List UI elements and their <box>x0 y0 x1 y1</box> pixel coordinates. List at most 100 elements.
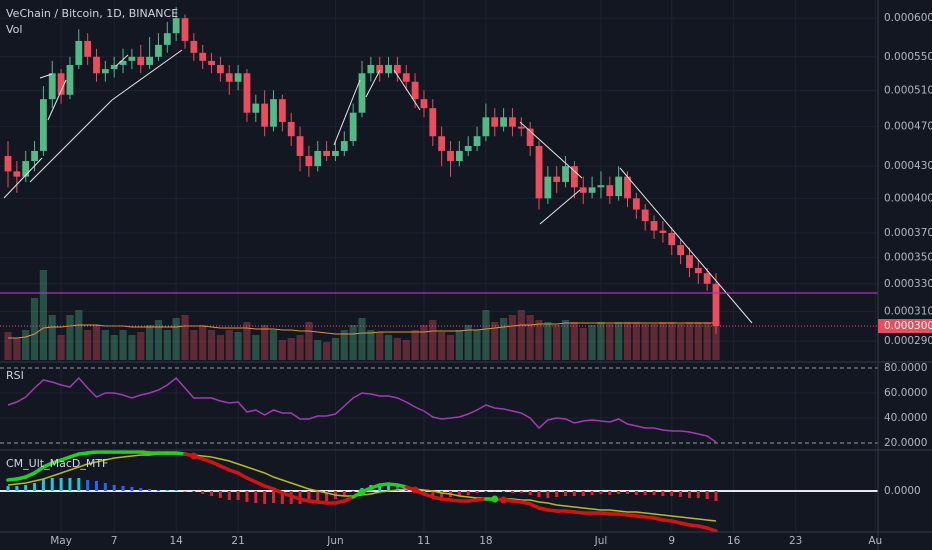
volume-bar <box>119 330 127 360</box>
candle-body <box>128 56 136 61</box>
candle-body <box>332 150 339 156</box>
volume-bar <box>287 338 295 360</box>
histogram-bar <box>395 486 399 491</box>
volume-bar <box>411 330 419 360</box>
candle-body <box>225 73 233 82</box>
volume-bar <box>199 325 207 360</box>
y-tick-label: 0.00029000 <box>884 335 932 347</box>
candle-body <box>84 40 92 57</box>
candle-body <box>632 198 640 210</box>
histogram-bar <box>121 486 125 491</box>
candle-body <box>703 273 711 284</box>
y-tick-label: 40.0000 <box>884 412 927 424</box>
volume-bar <box>278 340 286 360</box>
histogram-bar <box>130 487 134 491</box>
volume-bar <box>429 320 437 360</box>
volume-bar <box>269 330 278 360</box>
candle-body <box>314 150 322 167</box>
volume-bar <box>172 318 180 360</box>
candle-body <box>296 136 304 156</box>
y-tick-label: 60.0000 <box>884 387 927 399</box>
rsi-line <box>7 376 717 443</box>
volume-bar <box>508 315 517 360</box>
x-tick-label: 23 <box>789 535 802 547</box>
volume-bar <box>473 330 481 360</box>
volume-bar <box>668 322 676 360</box>
histogram-bar <box>112 485 116 491</box>
volume-bar <box>367 330 375 360</box>
x-tick-label: Jun <box>326 535 343 547</box>
histogram-bar <box>484 491 488 492</box>
volume-bar <box>154 320 163 360</box>
histogram-bar <box>15 486 19 491</box>
histogram-bar <box>387 484 391 491</box>
candle-body <box>4 155 12 172</box>
candle-body <box>420 99 428 109</box>
histogram-bar <box>546 491 550 498</box>
candle-body <box>544 176 552 199</box>
trend-line <box>39 73 53 79</box>
volume-bar <box>606 324 614 360</box>
trend-line <box>111 49 183 101</box>
histogram-bar <box>510 491 514 493</box>
candle-body <box>668 232 676 246</box>
histogram-bar <box>174 490 178 491</box>
histogram-bar <box>590 491 594 495</box>
candle-body <box>137 56 145 65</box>
candle-body <box>571 166 578 188</box>
candle-body <box>172 18 180 34</box>
candle-body <box>517 126 525 129</box>
candle-body <box>464 145 472 151</box>
volume-bar <box>75 310 83 360</box>
histogram-bar <box>679 491 683 497</box>
volume-bar <box>22 330 30 360</box>
volume-bar <box>30 298 39 360</box>
candle-body <box>491 117 499 127</box>
histogram-bar <box>227 491 231 500</box>
histogram-bar <box>475 491 479 493</box>
histogram-bar <box>581 491 585 496</box>
volume-bar <box>650 324 658 360</box>
volume-bar <box>455 330 463 360</box>
volume-bar <box>588 325 596 360</box>
y-tick-label: 0.00040000 <box>884 192 932 204</box>
macd-segment <box>32 465 46 475</box>
histogram-bar <box>156 490 160 491</box>
macd-segment <box>705 526 718 533</box>
volume-bar <box>128 335 136 360</box>
volume-bar <box>659 322 667 360</box>
y-tick-label: 0.0000 <box>884 485 921 497</box>
histogram-bar <box>687 491 691 498</box>
candle-body <box>553 176 561 182</box>
candle-body <box>155 44 162 57</box>
volume-bar <box>570 322 578 360</box>
candle-body <box>270 99 277 127</box>
histogram-bar <box>404 489 408 491</box>
cross-dot <box>500 496 508 504</box>
trend-line <box>333 79 361 146</box>
histogram-bar <box>572 491 576 496</box>
volume-bar <box>517 310 525 360</box>
histogram-bar <box>537 491 541 497</box>
volume-bar <box>703 322 711 360</box>
candle-body <box>146 56 153 65</box>
candle-body <box>287 121 295 137</box>
candle-body <box>500 117 507 127</box>
volume-bar <box>146 325 154 360</box>
histogram-bar <box>103 483 107 491</box>
candle-body <box>402 73 410 82</box>
volume-bar <box>190 330 198 360</box>
histogram-bar <box>714 491 718 501</box>
candle-body <box>650 221 658 231</box>
histogram-bar <box>626 491 629 494</box>
histogram-bar <box>86 480 90 491</box>
volume-bar <box>163 330 171 360</box>
histogram-bar <box>6 486 10 491</box>
volume-bar <box>225 330 233 360</box>
labels: VeChain / Bitcoin, 1D, BINANCE Vol RSI C… <box>6 7 932 547</box>
x-tick-label: 7 <box>111 535 118 547</box>
candle-body <box>340 141 348 151</box>
histogram-bar <box>466 491 470 495</box>
